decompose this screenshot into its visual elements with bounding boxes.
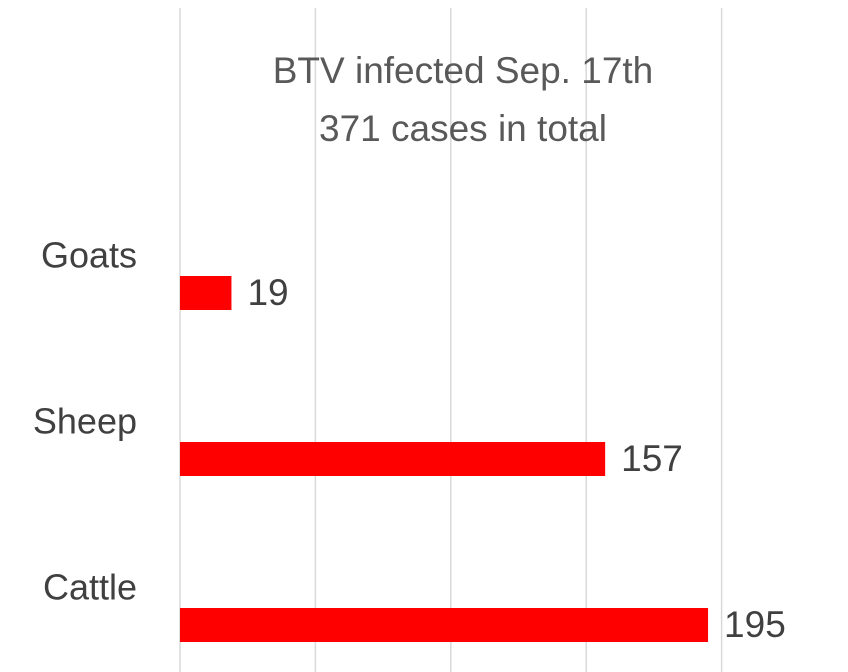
bar [180,276,232,310]
bar [180,442,606,476]
category-label: Sheep [33,401,137,442]
category-label: Goats [41,235,137,276]
grid [179,8,723,672]
value-label: 19 [247,272,288,313]
category-label: Cattle [43,567,137,608]
chart-title: BTV infected Sep. 17th [273,50,654,91]
value-label: 195 [724,604,786,645]
value-label: 157 [621,438,683,479]
chart-subtitle: 371 cases in total [319,108,607,149]
bar [180,608,709,642]
